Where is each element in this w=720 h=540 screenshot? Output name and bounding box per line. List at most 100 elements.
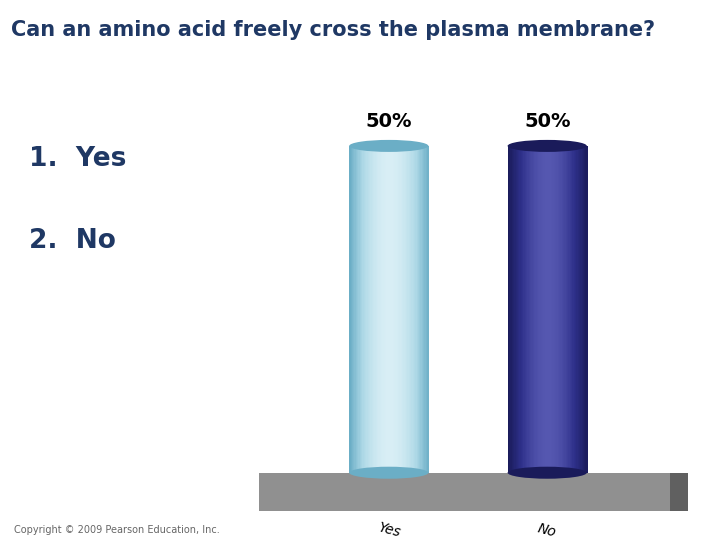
Polygon shape xyxy=(410,146,412,472)
Polygon shape xyxy=(583,146,585,472)
Polygon shape xyxy=(422,146,424,472)
Polygon shape xyxy=(568,146,570,472)
Polygon shape xyxy=(533,146,535,472)
Polygon shape xyxy=(580,146,582,472)
Polygon shape xyxy=(359,146,361,472)
Polygon shape xyxy=(538,146,540,472)
Polygon shape xyxy=(530,146,532,472)
Text: No: No xyxy=(536,521,558,539)
Polygon shape xyxy=(670,472,688,511)
Polygon shape xyxy=(415,146,418,472)
Polygon shape xyxy=(385,146,387,472)
Polygon shape xyxy=(414,146,416,472)
Polygon shape xyxy=(368,146,370,472)
Polygon shape xyxy=(374,146,377,472)
Polygon shape xyxy=(558,146,560,472)
Polygon shape xyxy=(366,146,369,472)
Polygon shape xyxy=(550,146,552,472)
Polygon shape xyxy=(384,146,386,472)
Polygon shape xyxy=(403,146,405,472)
Polygon shape xyxy=(352,146,354,472)
Polygon shape xyxy=(575,146,577,472)
Polygon shape xyxy=(534,146,536,472)
Polygon shape xyxy=(420,146,423,472)
Polygon shape xyxy=(377,146,379,472)
Polygon shape xyxy=(560,146,562,472)
Polygon shape xyxy=(522,146,524,472)
Text: Copyright © 2009 Pearson Education, Inc.: Copyright © 2009 Pearson Education, Inc. xyxy=(14,525,220,535)
Polygon shape xyxy=(373,146,375,472)
Polygon shape xyxy=(381,146,383,472)
Polygon shape xyxy=(369,146,371,472)
Polygon shape xyxy=(571,146,573,472)
Text: 2.  No: 2. No xyxy=(29,227,116,254)
Polygon shape xyxy=(574,146,576,472)
Polygon shape xyxy=(427,146,429,472)
Polygon shape xyxy=(523,146,526,472)
Polygon shape xyxy=(519,146,521,472)
Polygon shape xyxy=(387,146,390,472)
Polygon shape xyxy=(402,146,404,472)
Polygon shape xyxy=(531,146,534,472)
Polygon shape xyxy=(411,146,413,472)
Polygon shape xyxy=(400,146,402,472)
Polygon shape xyxy=(509,146,511,472)
Polygon shape xyxy=(390,146,392,472)
Polygon shape xyxy=(536,146,539,472)
Text: Can an amino acid freely cross the plasma membrane?: Can an amino acid freely cross the plasm… xyxy=(11,19,655,40)
Polygon shape xyxy=(546,146,548,472)
Polygon shape xyxy=(576,146,578,472)
Polygon shape xyxy=(356,146,358,472)
Polygon shape xyxy=(562,146,564,472)
Polygon shape xyxy=(408,146,410,472)
Polygon shape xyxy=(354,146,356,472)
Polygon shape xyxy=(552,146,553,472)
Polygon shape xyxy=(514,146,516,472)
Text: 50%: 50% xyxy=(366,112,412,131)
Polygon shape xyxy=(567,146,569,472)
Polygon shape xyxy=(517,146,519,472)
Polygon shape xyxy=(554,146,556,472)
Ellipse shape xyxy=(349,140,428,152)
Polygon shape xyxy=(527,146,529,472)
Polygon shape xyxy=(259,472,670,511)
Polygon shape xyxy=(528,146,531,472)
Ellipse shape xyxy=(508,467,587,479)
Polygon shape xyxy=(357,146,359,472)
Polygon shape xyxy=(510,146,513,472)
Polygon shape xyxy=(544,146,545,472)
Polygon shape xyxy=(413,146,415,472)
Polygon shape xyxy=(389,146,391,472)
Text: 1.  Yes: 1. Yes xyxy=(29,146,126,172)
Polygon shape xyxy=(393,146,395,472)
Polygon shape xyxy=(400,146,402,472)
Polygon shape xyxy=(518,146,521,472)
Polygon shape xyxy=(378,146,380,472)
Polygon shape xyxy=(386,146,388,472)
Polygon shape xyxy=(511,146,513,472)
Polygon shape xyxy=(508,146,510,472)
Polygon shape xyxy=(406,146,408,472)
Polygon shape xyxy=(535,146,537,472)
Polygon shape xyxy=(354,146,355,472)
Polygon shape xyxy=(585,146,588,472)
Polygon shape xyxy=(555,146,557,472)
Polygon shape xyxy=(379,146,382,472)
Polygon shape xyxy=(425,146,426,472)
Polygon shape xyxy=(557,146,559,472)
Polygon shape xyxy=(351,146,353,472)
Polygon shape xyxy=(544,146,546,472)
Polygon shape xyxy=(539,146,541,472)
Polygon shape xyxy=(582,146,583,472)
Polygon shape xyxy=(547,146,549,472)
Polygon shape xyxy=(542,146,544,472)
Polygon shape xyxy=(364,146,366,472)
Polygon shape xyxy=(360,146,362,472)
Polygon shape xyxy=(362,146,364,472)
Polygon shape xyxy=(365,146,367,472)
Polygon shape xyxy=(397,146,399,472)
Polygon shape xyxy=(349,146,351,472)
Polygon shape xyxy=(426,146,428,472)
Polygon shape xyxy=(563,146,565,472)
Text: 50%: 50% xyxy=(524,112,570,131)
